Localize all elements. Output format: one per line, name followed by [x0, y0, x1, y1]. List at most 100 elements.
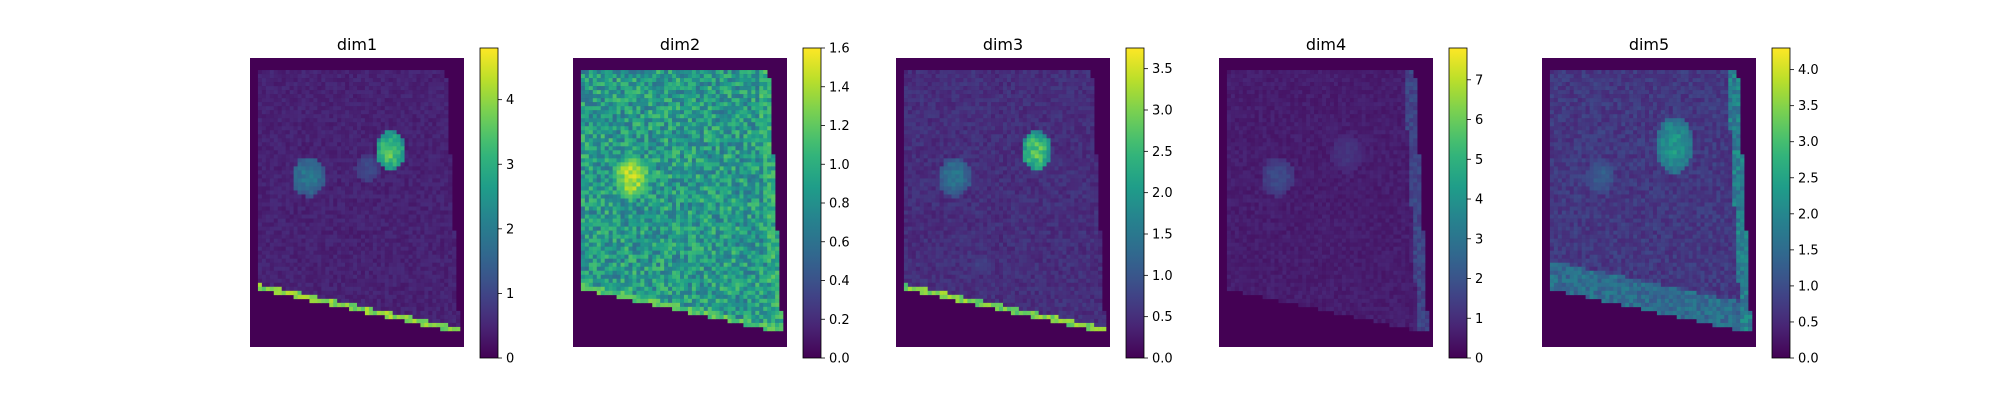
heatmap-cell	[400, 310, 405, 316]
heatmap-cell	[408, 230, 413, 235]
heatmap-cell	[289, 210, 294, 215]
heatmap-cell	[345, 170, 350, 175]
heatmap-cell	[751, 118, 756, 123]
heatmap-cell	[616, 234, 621, 239]
heatmap-cell	[608, 214, 613, 219]
heatmap-cell	[380, 218, 386, 223]
heatmap-cell	[412, 90, 417, 95]
heatmap-cell	[660, 226, 665, 231]
heatmap-cell	[301, 194, 306, 199]
heatmap-cell	[329, 78, 334, 83]
heatmap-cell	[353, 186, 358, 191]
heatmap-cell	[388, 222, 393, 227]
heatmap-cell	[416, 258, 421, 263]
heatmap-cell	[376, 206, 382, 211]
heatmap-cell	[592, 98, 598, 103]
heatmap-cell	[771, 198, 776, 203]
heatmap-cell	[313, 142, 318, 147]
heatmap-cell	[656, 82, 661, 87]
heatmap-cell	[305, 266, 310, 272]
heatmap-cell	[257, 150, 263, 155]
heatmap-cell	[353, 94, 358, 99]
heatmap-cell	[612, 210, 617, 215]
heatmap-cell	[353, 154, 358, 159]
heatmap-cell	[680, 94, 685, 99]
heatmap-cell	[620, 198, 625, 203]
heatmap-cell	[592, 130, 598, 135]
heatmap-cell	[416, 122, 421, 127]
heatmap-cell	[648, 198, 653, 203]
heatmap-cell	[672, 98, 677, 103]
heatmap-cell	[707, 202, 712, 207]
heatmap-cell	[325, 82, 330, 87]
heatmap-cell	[313, 270, 318, 276]
heatmap-cell	[281, 106, 286, 111]
heatmap-cell	[727, 154, 732, 159]
heatmap-cell	[580, 90, 586, 95]
heatmap-cell	[380, 150, 386, 155]
heatmap-cell	[424, 118, 429, 123]
heatmap-cell	[596, 98, 602, 103]
heatmap-cell	[747, 226, 752, 231]
heatmap-cell	[687, 94, 693, 99]
heatmap-cell	[755, 226, 760, 231]
heatmap-cell	[412, 270, 417, 276]
heatmap-cell	[376, 222, 382, 227]
heatmap-cell	[269, 226, 275, 231]
heatmap-cell	[400, 314, 405, 320]
heatmap-cell	[723, 186, 728, 191]
heatmap-cell	[715, 210, 720, 215]
heatmap-cell	[731, 162, 736, 167]
heatmap-cell	[372, 290, 378, 296]
heatmap-cell	[281, 130, 286, 135]
heatmap-cell	[719, 162, 724, 167]
heatmap-cell	[660, 94, 665, 99]
heatmap-cell	[357, 134, 362, 139]
heatmap-cell	[767, 126, 772, 131]
heatmap-cell	[404, 206, 409, 211]
heatmap-cell	[380, 254, 386, 259]
heatmap-cell	[257, 198, 263, 203]
heatmap-cell	[719, 226, 724, 231]
heatmap-cell	[695, 94, 701, 99]
heatmap-cell	[660, 166, 665, 171]
heatmap-cell	[265, 138, 271, 143]
heatmap-cell	[680, 78, 685, 83]
heatmap-cell	[636, 118, 641, 123]
heatmap-cell	[281, 154, 286, 159]
heatmap-cell	[707, 122, 712, 127]
heatmap-cell	[624, 198, 629, 203]
heatmap-cell	[707, 162, 712, 167]
heatmap-cell	[265, 166, 271, 171]
heatmap-cell	[707, 186, 712, 191]
heatmap-cell	[400, 222, 405, 227]
heatmap-cell	[616, 182, 621, 187]
heatmap-cell	[432, 138, 437, 143]
heatmap-cell	[444, 314, 449, 320]
heatmap-cell	[440, 70, 445, 75]
heatmap-cell	[747, 198, 752, 203]
heatmap-cell	[620, 222, 625, 227]
heatmap-cell	[416, 222, 421, 227]
heatmap-cell	[265, 178, 271, 183]
heatmap-cell	[364, 270, 370, 276]
heatmap-cell	[600, 150, 605, 155]
heatmap-cell	[628, 142, 633, 147]
heatmap-cell	[759, 118, 764, 123]
heatmap-cell	[727, 90, 732, 95]
heatmap-cell	[404, 190, 409, 195]
heatmap-cell	[656, 162, 661, 167]
heatmap-cell	[432, 222, 437, 227]
heatmap-cell	[281, 86, 286, 91]
heatmap-cell	[711, 230, 716, 235]
heatmap-cell	[719, 234, 724, 239]
heatmap-cell	[699, 134, 705, 139]
heatmap-cell	[360, 154, 366, 159]
heatmap-cell	[341, 226, 346, 231]
heatmap-cell	[416, 294, 421, 300]
heatmap-cell	[731, 70, 736, 75]
heatmap-cell	[384, 98, 389, 103]
heatmap-cell	[648, 154, 653, 159]
heatmap-cell	[604, 202, 609, 207]
heatmap-cell	[368, 210, 374, 215]
